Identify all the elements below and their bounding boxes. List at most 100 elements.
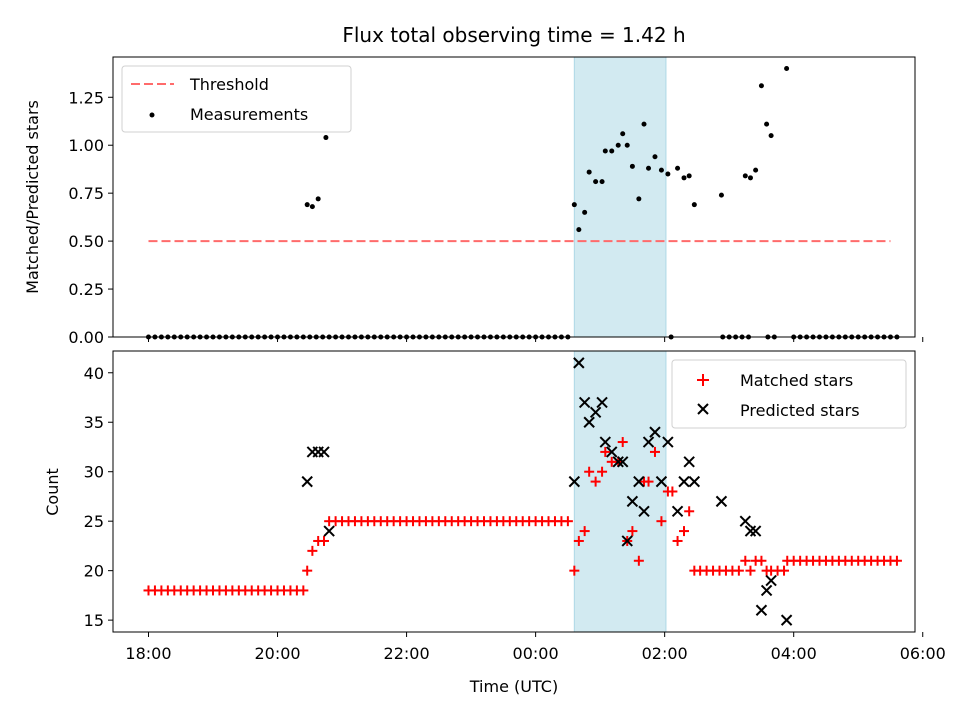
y-tick-label: 1.00 <box>68 136 104 155</box>
measurement-point <box>675 165 681 171</box>
x-tick-label: 04:00 <box>771 644 817 663</box>
matched-star-point <box>573 535 584 546</box>
measurement-point <box>624 142 630 148</box>
matched-star-point <box>627 526 638 537</box>
measurement-point <box>784 66 790 72</box>
matched-star-point <box>597 466 608 477</box>
top-x-ticks <box>147 337 924 342</box>
measurement-point <box>652 154 658 160</box>
measurement-point <box>742 173 748 179</box>
x-axis-label: Time (UTC) <box>469 677 558 696</box>
predicted-star-point <box>678 475 690 488</box>
measurement-point <box>602 148 608 154</box>
predicted-star-point <box>655 475 668 488</box>
matched-star-point <box>667 486 678 497</box>
matched-star-point <box>590 476 601 487</box>
matched-star-point <box>679 526 690 537</box>
x-tick-label: 22:00 <box>384 644 430 663</box>
matched-star-points <box>143 437 902 596</box>
measurement-point <box>586 169 592 175</box>
measurement-point <box>304 202 310 208</box>
predicted-star-point <box>612 456 624 468</box>
predicted-star-point <box>671 505 684 517</box>
bottom-legend: Matched stars Predicted stars <box>671 359 907 429</box>
measurement-point <box>665 171 671 177</box>
matched-star-point <box>307 545 318 556</box>
predicted-star-point <box>638 505 650 517</box>
x-tick-label: 18:00 <box>125 644 171 663</box>
top-y-axis-label: Matched/Predicted stars <box>23 100 42 294</box>
predicted-star-point <box>642 436 655 448</box>
matched-star-point <box>302 565 313 576</box>
matched-star-point <box>756 555 767 566</box>
matched-star-point <box>633 555 644 566</box>
predicted-star-point <box>739 515 752 527</box>
predicted-star-point <box>583 416 595 428</box>
measurement-point <box>658 167 664 173</box>
predicted-star-point <box>626 495 639 508</box>
y-tick-label: 0.50 <box>68 232 104 251</box>
predicted-star-point <box>589 406 602 419</box>
y-tick-label: 25 <box>84 512 104 531</box>
y-tick-label: 30 <box>84 463 104 482</box>
bottom-panel: 15 20 25 30 35 40 18:00 20:00 22:00 00:00 02:00 04… <box>43 350 946 696</box>
matched-star-point <box>649 446 660 457</box>
measurement-point <box>620 131 626 137</box>
measurement-point <box>758 83 764 89</box>
predicted-star-point <box>596 396 608 409</box>
top-legend: Threshold Measurements <box>121 65 352 133</box>
x-tick-label: 00:00 <box>513 644 559 663</box>
measurement-point <box>646 165 652 171</box>
predicted-star-point <box>755 604 768 616</box>
predicted-star-point <box>765 574 777 587</box>
matched-star-point <box>318 535 329 546</box>
matched-star-point <box>745 565 756 576</box>
matched-star-point <box>298 585 309 596</box>
matched-star-point <box>779 565 790 576</box>
predicted-star-point <box>683 456 695 468</box>
y-tick-label: 0.25 <box>68 280 104 299</box>
predicted-star-point <box>606 446 618 458</box>
matched-star-point <box>684 506 695 517</box>
bottom-highlight-span <box>573 350 667 633</box>
measurement-point <box>641 121 647 127</box>
predicted-star-point <box>301 475 313 488</box>
matched-star-point <box>562 516 573 527</box>
matched-star-point <box>891 555 902 566</box>
measurement-point <box>629 163 635 169</box>
bottom-y-axis-label: Count <box>43 468 62 516</box>
x-tick-label: 20:00 <box>254 644 300 663</box>
matched-star-point <box>579 526 590 537</box>
chart-title: Flux total observing time = 1.42 h <box>342 23 685 47</box>
predicted-star-point <box>621 535 633 547</box>
top-legend-box <box>121 65 352 133</box>
measurement-point <box>309 204 315 210</box>
measurement-point <box>615 142 621 148</box>
predicted-star-points <box>301 357 793 626</box>
measurement-point <box>582 209 588 215</box>
y-tick-label: 40 <box>84 364 104 383</box>
measurement-point <box>768 133 774 139</box>
legend-predicted-swatch <box>697 403 709 415</box>
measurement-point <box>315 196 321 202</box>
measurement-point <box>764 121 770 127</box>
predicted-star-point <box>780 614 793 626</box>
measurement-point <box>593 179 599 185</box>
measurement-point <box>636 196 642 202</box>
bottom-plot-frame <box>112 350 916 633</box>
top-highlight-span <box>573 56 667 338</box>
measurement-point <box>753 167 759 173</box>
measurement-point <box>681 175 687 181</box>
legend-matched-label: Matched stars <box>740 371 853 390</box>
y-tick-label: 15 <box>84 611 104 630</box>
predicted-star-point <box>760 584 773 597</box>
legend-matched-swatch <box>697 374 709 386</box>
predicted-star-point <box>318 446 330 458</box>
predicted-star-point <box>744 525 757 537</box>
predicted-star-point <box>715 495 728 508</box>
matched-star-point <box>672 535 683 546</box>
predicted-star-point <box>649 426 661 438</box>
matched-star-point <box>656 516 667 527</box>
predicted-star-point <box>749 525 762 537</box>
